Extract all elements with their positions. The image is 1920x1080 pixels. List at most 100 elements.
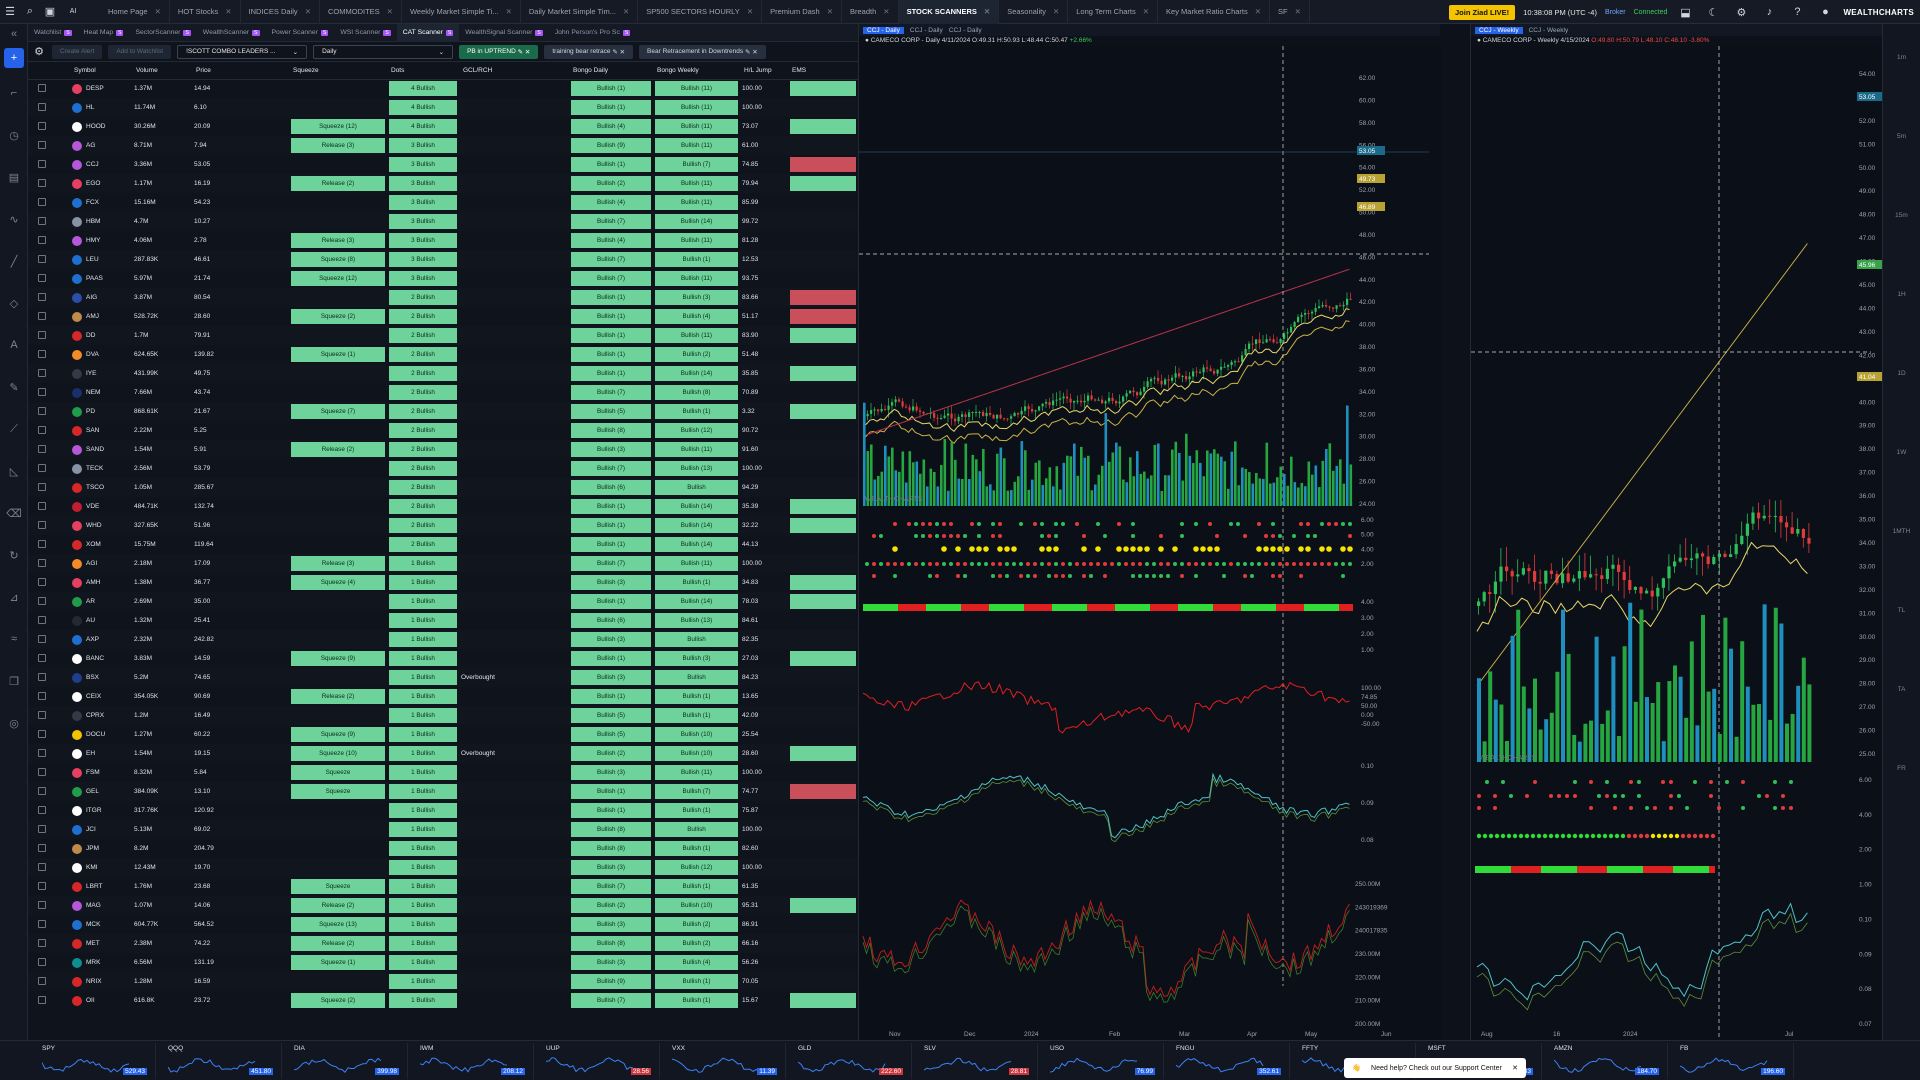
clock-icon[interactable]: ◷: [9, 129, 19, 142]
chart-icon[interactable]: ⌐: [10, 87, 18, 99]
close-icon[interactable]: ✕: [826, 7, 834, 16]
table-row[interactable]: LBRT 1.76M 23.68 Squeeze 1 Bullish Bullish (7…: [28, 877, 858, 896]
weekly-chart-canvas[interactable]: 54.0053.0052.0051.0050.0049.0048.0047.00…: [1471, 46, 1883, 1040]
timeframe-button[interactable]: 5m: [1896, 133, 1907, 140]
close-icon[interactable]: ✕: [1052, 7, 1060, 16]
chart-tab[interactable]: CCJ - Weekly: [1475, 26, 1523, 34]
close-icon[interactable]: ✕: [386, 7, 393, 16]
workspace-tab[interactable]: Seasonality ✕: [999, 0, 1069, 24]
table-row[interactable]: AGI 2.18M 17.09 Release (3) 1 Bullish Bullish…: [28, 554, 858, 573]
join-live-button[interactable]: Join Ziad LIVE!: [1449, 4, 1516, 20]
table-row[interactable]: SAND 1.54M 5.91 Release (2) 2 Bullish Bullish…: [28, 440, 858, 459]
layers-icon[interactable]: ❐: [9, 675, 19, 688]
scanner-tab[interactable]: Power Scanner S: [266, 24, 335, 42]
symbol-cell[interactable]: EH: [72, 748, 130, 759]
close-icon[interactable]: ✕: [225, 7, 232, 16]
symbol-cell[interactable]: AU: [72, 615, 130, 626]
wave-icon[interactable]: ≈: [10, 633, 18, 645]
workspace-tab[interactable]: Daily Market Simple Tim... ✕: [521, 0, 639, 24]
workspace-tab[interactable]: Long Term Charts ✕: [1068, 0, 1159, 24]
symbol-cell[interactable]: DESP: [72, 83, 130, 94]
table-row[interactable]: HL 11.74M 6.10 4 Bullish Bullish (1) Bullish …: [28, 98, 858, 117]
workspace-tab[interactable]: SF ✕: [1270, 0, 1310, 24]
symbol-cell[interactable]: GEL: [72, 786, 130, 797]
symbol-cell[interactable]: AMJ: [72, 311, 130, 322]
row-checkbox[interactable]: [38, 919, 46, 928]
close-icon[interactable]: ✕: [746, 7, 754, 16]
symbol-cell[interactable]: TECK: [72, 463, 130, 474]
table-row[interactable]: AMH 1.38M 36.77 Squeeze (4) 1 Bullish Bullish…: [28, 573, 858, 592]
timeframe-button[interactable]: TL: [1897, 607, 1906, 614]
column-header[interactable]: Volume: [132, 62, 192, 80]
row-checkbox[interactable]: [38, 102, 46, 111]
table-row[interactable]: MAG 1.07M 14.06 Release (2) 1 Bullish Bullish…: [28, 896, 858, 915]
symbol-cell[interactable]: HMY: [72, 235, 130, 246]
symbol-cell[interactable]: AIG: [72, 292, 130, 303]
row-checkbox[interactable]: [38, 900, 46, 909]
row-checkbox[interactable]: [38, 653, 46, 662]
symbol-cell[interactable]: PAAS: [72, 273, 130, 284]
row-checkbox[interactable]: [38, 273, 46, 282]
table-row[interactable]: PAAS 5.97M 21.74 Squeeze (12) 3 Bullish Bulli…: [28, 269, 858, 288]
close-icon[interactable]: ✕: [154, 7, 161, 16]
close-icon[interactable]: ✕: [623, 7, 630, 16]
row-checkbox[interactable]: [38, 938, 46, 947]
table-row[interactable]: FCX 15.16M 54.23 3 Bullish Bullish (4) Bullis…: [28, 193, 858, 212]
row-checkbox[interactable]: [38, 311, 46, 320]
chart-tab[interactable]: CCJ - Daily: [863, 26, 904, 34]
row-checkbox[interactable]: [38, 159, 46, 168]
add-icon[interactable]: +: [4, 48, 24, 68]
symbol-cell[interactable]: JPM: [72, 843, 130, 854]
row-checkbox[interactable]: [38, 862, 46, 871]
scanner-tab[interactable]: John Person's Pro Sc S: [549, 24, 637, 42]
gear-icon[interactable]: ⚙: [34, 46, 44, 58]
ticker-widget[interactable]: IWM 208.12: [414, 1043, 534, 1079]
row-checkbox[interactable]: [38, 577, 46, 586]
table-row[interactable]: MCK 604.77K 564.52 Squeeze (13) 1 Bullish Bul…: [28, 915, 858, 934]
table-row[interactable]: AMJ 528.72K 28.60 Squeeze (2) 2 Bullish Bulli…: [28, 307, 858, 326]
symbol-cell[interactable]: TSCO: [72, 482, 130, 493]
trend-icon[interactable]: ∿: [9, 213, 19, 226]
symbol-cell[interactable]: AMH: [72, 577, 130, 588]
row-checkbox[interactable]: [38, 83, 46, 92]
table-row[interactable]: FSM 8.32M 5.84 Squeeze 1 Bullish Bullish (3) B…: [28, 763, 858, 782]
filter-chip-pb-uptrend[interactable]: PB in UPTREND ✎ ✕: [459, 44, 539, 59]
help-icon[interactable]: ?: [1794, 6, 1801, 18]
ticker-widget[interactable]: QQQ 451.80: [162, 1043, 282, 1079]
table-row[interactable]: EGO 1.17M 16.19 Release (2) 3 Bullish Bullish…: [28, 174, 858, 193]
row-checkbox[interactable]: [38, 786, 46, 795]
row-checkbox[interactable]: [38, 691, 46, 700]
timeframe-button[interactable]: FR: [1897, 765, 1906, 772]
row-checkbox[interactable]: [38, 178, 46, 187]
row-checkbox[interactable]: [38, 368, 46, 377]
table-row[interactable]: CPRX 1.2M 16.49 1 Bullish Bullish (5) Bullish…: [28, 706, 858, 725]
eraser-icon[interactable]: ⌫: [6, 507, 22, 520]
symbol-cell[interactable]: EGO: [72, 178, 130, 189]
row-checkbox[interactable]: [38, 596, 46, 605]
symbol-cell[interactable]: PD: [72, 406, 130, 417]
gear-icon[interactable]: ⚙: [1736, 6, 1747, 19]
row-checkbox[interactable]: [38, 444, 46, 453]
column-header[interactable]: GCL/RCH: [459, 62, 569, 80]
row-checkbox[interactable]: [38, 710, 46, 719]
ticker-widget[interactable]: SLV 28.81: [918, 1043, 1038, 1079]
table-row[interactable]: AR 2.69M 35.00 1 Bullish Bullish (1) Bullish …: [28, 592, 858, 611]
close-icon[interactable]: ✕: [1294, 7, 1301, 16]
ticker-widget[interactable]: GLD 222.60: [792, 1043, 912, 1079]
row-checkbox[interactable]: [38, 235, 46, 244]
row-checkbox[interactable]: [38, 501, 46, 510]
close-icon[interactable]: ✕: [1254, 7, 1262, 16]
symbol-cell[interactable]: FCX: [72, 197, 130, 208]
refresh-icon[interactable]: ↻: [9, 549, 19, 562]
workspace-tab[interactable]: Home Page ✕: [100, 0, 170, 24]
row-checkbox[interactable]: [38, 539, 46, 548]
pen-icon[interactable]: ✎: [9, 381, 19, 394]
chart-tab[interactable]: CCJ - Daily: [948, 26, 982, 34]
symbol-cell[interactable]: XOM: [72, 539, 130, 550]
timeframe-button[interactable]: 1H: [1897, 291, 1906, 298]
row-checkbox[interactable]: [38, 672, 46, 681]
symbol-cell[interactable]: VDE: [72, 501, 130, 512]
filter-chip-bear-downtrends[interactable]: Bear Retracement in Downtrends ✎ ✕: [639, 44, 766, 59]
close-icon[interactable]: ✕: [983, 7, 991, 16]
table-row[interactable]: OII 616.8K 23.72 Squeeze (2) 1 Bullish Bullis…: [28, 991, 858, 1010]
